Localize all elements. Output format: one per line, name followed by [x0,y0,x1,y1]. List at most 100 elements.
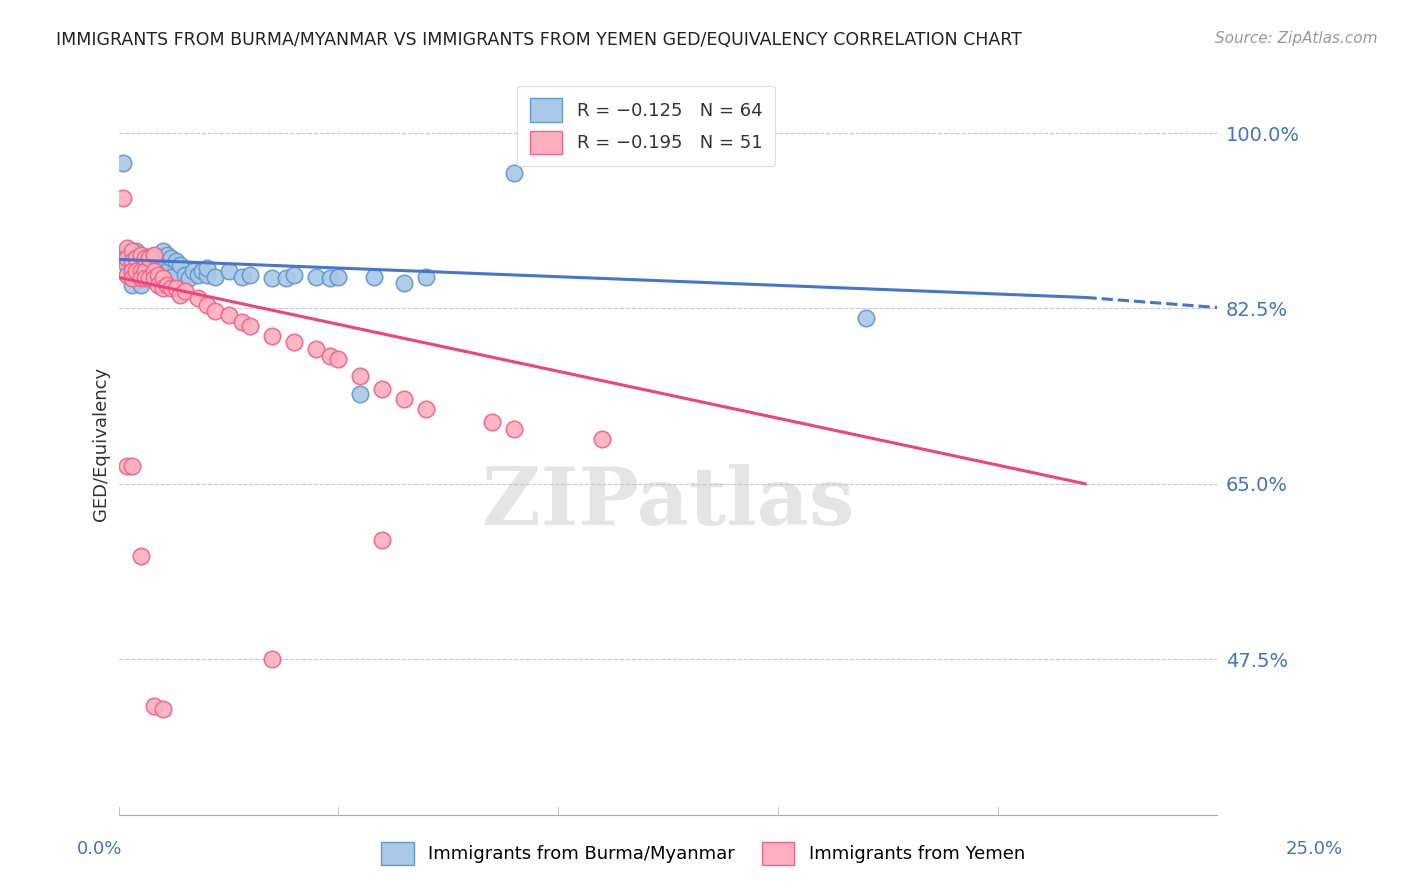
Point [177,271,200,285]
Point [239,268,262,283]
Point [142,264,165,278]
Point [142,248,165,262]
Point [129,278,152,293]
Point [152,281,174,295]
Point [129,549,152,563]
Point [121,264,143,278]
Point [148,264,170,278]
Point [169,259,191,273]
Point [195,298,218,312]
Point [134,259,156,273]
Point [121,244,143,259]
Point [142,259,165,273]
Point [328,351,350,366]
Point [129,251,152,265]
Point [195,261,218,276]
Point [148,278,170,293]
Point [152,271,174,285]
Point [125,270,148,285]
Point [855,310,877,325]
Point [125,259,148,273]
Point [121,458,143,473]
Point [173,285,195,299]
Point [138,264,160,278]
Point [117,268,139,283]
Point [129,264,152,278]
Point [328,270,350,285]
Point [112,191,135,205]
Point [183,264,205,278]
Point [165,281,187,295]
Point [239,318,262,333]
Point [138,270,160,285]
Point [160,281,183,295]
Point [394,277,416,291]
Text: 0.0%: 0.0% [77,840,122,858]
Point [112,156,135,170]
Point [125,264,148,278]
Point [156,248,179,262]
Point [218,264,240,278]
Point [129,259,152,273]
Point [415,270,437,285]
Point [305,270,328,285]
Point [138,259,160,273]
Point [125,264,148,278]
Point [152,268,174,283]
Point [204,270,226,285]
Point [394,392,416,406]
Legend: Immigrants from Burma/Myanmar, Immigrants from Yemen: Immigrants from Burma/Myanmar, Immigrant… [374,835,1032,872]
Point [129,248,152,262]
Point [283,268,305,283]
Point [371,533,394,547]
Point [142,270,165,285]
Point [142,264,165,278]
Point [262,652,284,666]
Point [156,278,179,293]
Point [363,270,385,285]
Point [134,264,156,278]
Point [129,271,152,285]
Point [138,271,160,285]
Text: IMMIGRANTS FROM BURMA/MYANMAR VS IMMIGRANTS FROM YEMEN GED/EQUIVALENCY CORRELATI: IMMIGRANTS FROM BURMA/MYANMAR VS IMMIGRA… [56,31,1022,49]
Point [274,271,297,285]
Point [148,251,170,265]
Point [121,270,143,285]
Point [481,415,503,429]
Point [121,271,143,285]
Point [371,382,394,396]
Point [125,244,148,259]
Point [169,288,191,302]
Point [204,304,226,318]
Point [121,254,143,268]
Legend: R = −0.125   N = 64, R = −0.195   N = 51: R = −0.125 N = 64, R = −0.195 N = 51 [517,86,775,167]
Point [121,278,143,293]
Point [134,251,156,265]
Point [142,699,165,714]
Point [152,244,174,259]
Point [591,432,613,446]
Point [160,252,183,266]
Point [349,386,371,401]
Point [191,264,214,278]
Point [218,309,240,323]
Point [231,270,253,285]
Point [173,268,195,283]
Point [318,349,340,363]
Point [138,251,160,265]
Point [117,252,139,266]
Point [117,246,139,260]
Point [156,264,179,278]
Point [160,270,183,285]
Point [117,458,139,473]
Point [195,268,218,283]
Point [305,342,328,356]
Point [187,268,209,283]
Point [117,241,139,255]
Point [262,328,284,343]
Point [231,314,253,328]
Point [142,251,165,265]
Point [134,264,156,278]
Point [138,252,160,266]
Point [142,271,165,285]
